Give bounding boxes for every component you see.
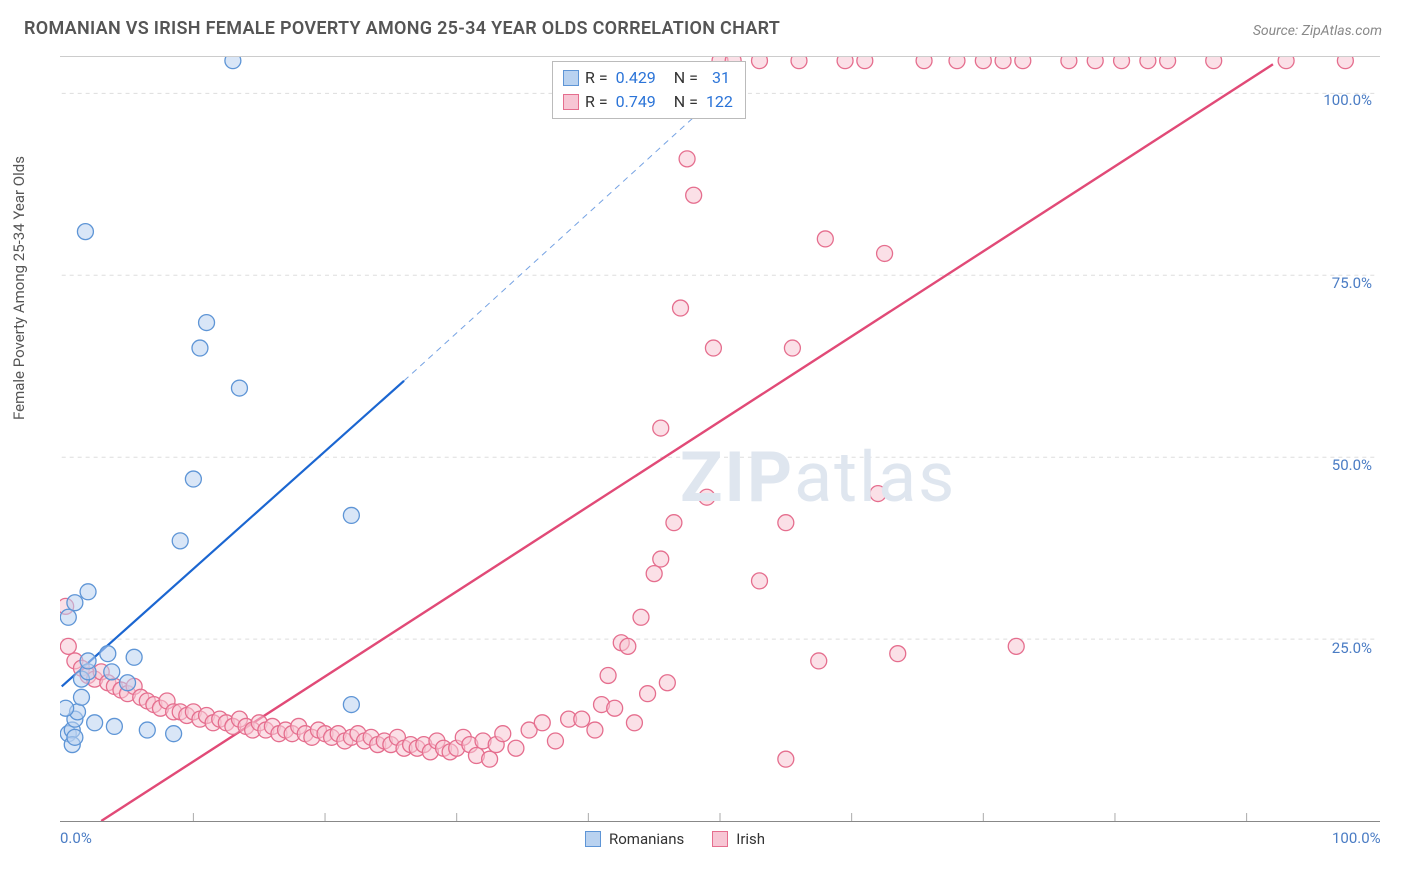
source-name: ZipAtlas.com [1302,23,1382,39]
series-legend: Romanians Irish [585,830,765,848]
y-tick-label: 25.0% [1332,639,1372,657]
legend-romanians-r: 0.429 [614,66,658,90]
legend-r-label: R = [585,66,608,90]
legend-label-irish: Irish [736,830,765,848]
swatch-romanians [563,70,579,86]
swatch-irish [563,94,579,110]
legend-label-romanians: Romanians [609,830,684,848]
y-tick-label: 50.0% [1332,456,1372,474]
correlation-legend: R = 0.429 N = 31 R = 0.749 N = 122 [552,61,746,119]
legend-irish-r: 0.749 [614,90,658,114]
plot-region: ZIPatlas R = 0.429 N = 31 R = 0.749 N = … [60,56,1380,822]
y-axis-label: Female Poverty Among 25-34 Year Olds [10,156,28,420]
legend-n-label: N = [674,66,698,90]
legend-row-irish: R = 0.749 N = 122 [563,90,735,114]
source-prefix: Source: [1253,23,1302,39]
legend-item-irish: Irish [712,830,765,848]
legend-row-romanians: R = 0.429 N = 31 [563,66,735,90]
swatch-irish [712,831,728,847]
legend-irish-n: 122 [704,90,735,114]
legend-romanians-n: 31 [704,66,732,90]
legend-n-label: N = [674,90,698,114]
source-attribution: Source: ZipAtlas.com [1253,23,1382,39]
swatch-romanians [585,831,601,847]
scatter-svg [60,57,1380,821]
y-tick-label: 75.0% [1332,274,1372,292]
legend-item-romanians: Romanians [585,830,684,848]
chart-title: ROMANIAN VS IRISH FEMALE POVERTY AMONG 2… [24,18,780,39]
y-tick-label: 100.0% [1323,91,1372,109]
x-tick-label: 0.0% [60,829,92,847]
legend-r-label: R = [585,90,608,114]
x-tick-label: 100.0% [1332,829,1381,847]
